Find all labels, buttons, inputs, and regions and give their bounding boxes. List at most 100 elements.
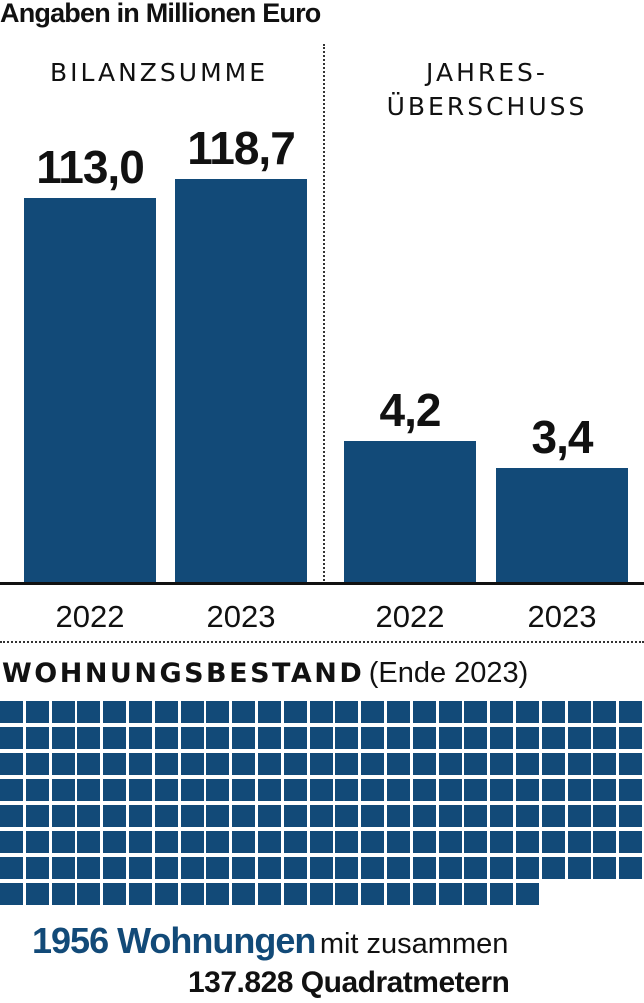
waffle-cell: [181, 779, 204, 801]
waffle-cell: [232, 883, 255, 905]
waffle-cell: [206, 883, 229, 905]
waffle-cell: [258, 857, 281, 879]
waffle-cell: [77, 883, 100, 905]
waffle-cell: [284, 831, 307, 853]
waffle-cell: [0, 805, 23, 827]
jahresueberschuss-title: JAHRES- ÜBERSCHUSS: [330, 56, 644, 124]
jahresueberschuss-title-line-1: JAHRES-: [426, 58, 548, 87]
waffle-cell: [593, 753, 616, 775]
waffle-cell: [387, 779, 410, 801]
waffle-cell: [516, 753, 539, 775]
waffle-cell: [387, 727, 410, 749]
waffle-cell: [413, 779, 436, 801]
waffle-cell: [542, 727, 565, 749]
waffle-cell: [155, 883, 178, 905]
waffle-cell: [206, 753, 229, 775]
waffle-cell: [542, 753, 565, 775]
chart-subtitle: Angaben in Millionen Euro: [0, 0, 321, 28]
waffle-cell: [619, 701, 642, 723]
waffle-cell: [232, 805, 255, 827]
waffle-cell: [310, 701, 333, 723]
apartment-count-suffix: mit zusammen: [319, 928, 509, 960]
waffle-cell: [77, 857, 100, 879]
waffle-cell: [310, 727, 333, 749]
waffle-cell: [258, 831, 281, 853]
bilanzsumme-title: BILANZSUMME: [49, 58, 269, 87]
waffle-cell: [77, 701, 100, 723]
waffle-cell: [310, 805, 333, 827]
waffle-cell: [258, 727, 281, 749]
waffle-cell: [568, 727, 591, 749]
waffle-cell: [439, 883, 462, 905]
section-separator: [0, 641, 644, 643]
waffle-cell: [181, 727, 204, 749]
waffle-cell: [619, 779, 642, 801]
waffle-cell: [232, 857, 255, 879]
waffle-cell: [464, 883, 487, 905]
housing-waffle-grid: [0, 701, 644, 913]
waffle-cell: [439, 831, 462, 853]
waffle-cell: [52, 727, 75, 749]
waffle-cell: [26, 883, 49, 905]
waffle-cell: [619, 831, 642, 853]
apartment-count: 1956 Wohnungen: [32, 920, 316, 961]
waffle-cell: [77, 805, 100, 827]
waffle-cell: [542, 779, 565, 801]
waffle-cell: [361, 857, 384, 879]
waffle-cell: [310, 779, 333, 801]
waffle-cell: [413, 857, 436, 879]
waffle-cell: [232, 727, 255, 749]
waffle-cell: [387, 831, 410, 853]
waffle-cell: [310, 831, 333, 853]
waffle-cell: [568, 779, 591, 801]
waffle-cell: [26, 727, 49, 749]
x-tick-jahresueberschuss-2022: 2022: [375, 599, 445, 634]
waffle-cell: [593, 779, 616, 801]
waffle-cell: [52, 883, 75, 905]
x-axis-baseline: [0, 582, 644, 585]
waffle-cell: [232, 701, 255, 723]
waffle-cell: [439, 701, 462, 723]
waffle-cell: [181, 831, 204, 853]
waffle-cell: [335, 779, 358, 801]
waffle-cell: [361, 883, 384, 905]
waffle-cell: [103, 857, 126, 879]
waffle-cell: [129, 727, 152, 749]
waffle-cell: [387, 805, 410, 827]
waffle-cell: [387, 857, 410, 879]
waffle-cell: [619, 753, 642, 775]
waffle-cell: [181, 701, 204, 723]
waffle-cell: [439, 805, 462, 827]
waffle-cell: [361, 779, 384, 801]
waffle-cell: [464, 727, 487, 749]
waffle-cell: [77, 831, 100, 853]
waffle-cell: [155, 831, 178, 853]
waffle-cell: [284, 805, 307, 827]
waffle-cell: [129, 831, 152, 853]
waffle-cell: [206, 701, 229, 723]
waffle-cell: [387, 883, 410, 905]
waffle-cell: [206, 857, 229, 879]
waffle-cell: [361, 753, 384, 775]
group-divider: [323, 44, 325, 584]
waffle-cell: [103, 779, 126, 801]
waffle-cell: [568, 701, 591, 723]
waffle-cell: [258, 753, 281, 775]
waffle-cell: [490, 857, 513, 879]
waffle-cell: [52, 857, 75, 879]
waffle-cell: [129, 805, 152, 827]
waffle-cell: [490, 753, 513, 775]
waffle-cell: [206, 805, 229, 827]
waffle-cell: [103, 831, 126, 853]
waffle-cell: [258, 701, 281, 723]
waffle-cell: [284, 779, 307, 801]
waffle-cell: [464, 753, 487, 775]
housing-stock-heading: WOHNUNGSBESTAND: [2, 658, 365, 689]
waffle-cell: [310, 753, 333, 775]
waffle-cell: [181, 857, 204, 879]
waffle-cell: [593, 831, 616, 853]
waffle-cell: [464, 831, 487, 853]
waffle-cell: [542, 701, 565, 723]
waffle-cell: [568, 753, 591, 775]
waffle-cell: [155, 753, 178, 775]
